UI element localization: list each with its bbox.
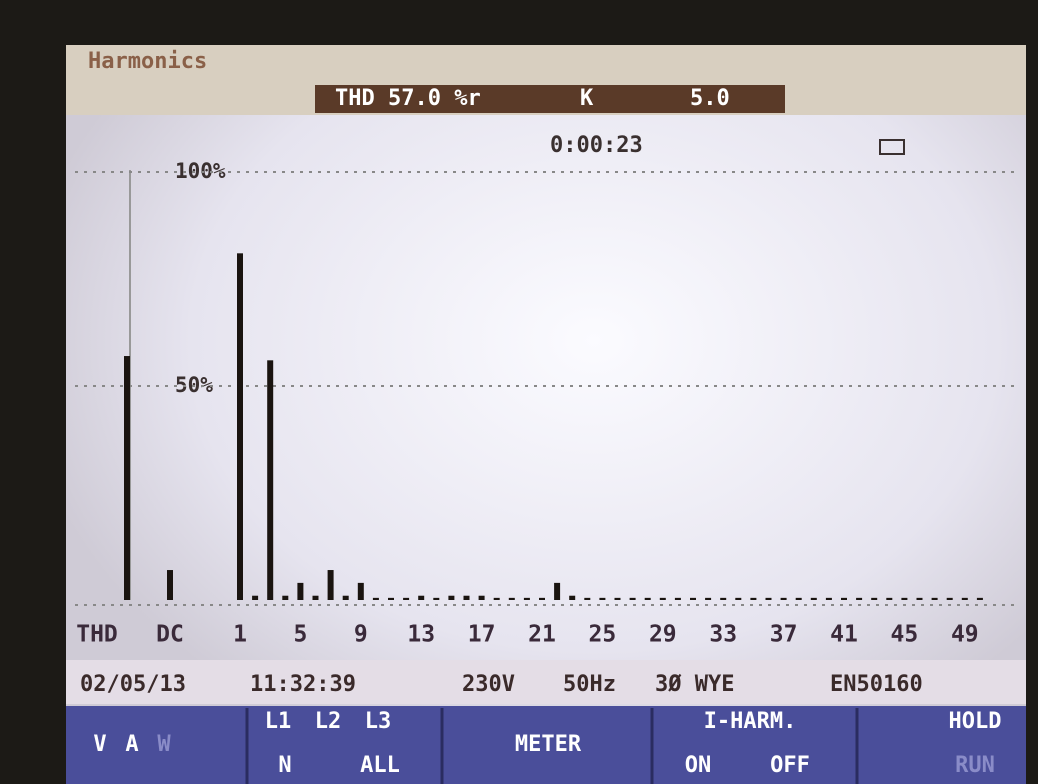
softkey-label[interactable]: RUN bbox=[955, 753, 995, 778]
k-label: K bbox=[580, 86, 594, 111]
softkey-label[interactable]: L2 bbox=[315, 709, 342, 734]
x-tick-label: 21 bbox=[528, 622, 556, 648]
bar bbox=[448, 596, 454, 600]
softkey-label[interactable]: OFF bbox=[770, 753, 810, 778]
config: 3Ø WYE bbox=[655, 672, 734, 697]
bar bbox=[977, 598, 983, 600]
bar bbox=[750, 598, 756, 600]
bar bbox=[433, 598, 439, 600]
bar bbox=[343, 596, 349, 600]
softkey-label[interactable]: L1 bbox=[265, 709, 292, 734]
bar bbox=[358, 583, 364, 600]
bar bbox=[282, 596, 288, 600]
bar bbox=[599, 598, 605, 600]
bar bbox=[720, 598, 726, 600]
bar bbox=[267, 360, 273, 600]
x-tick-label: 41 bbox=[830, 622, 858, 648]
screen-photo: Harmonics THD 57.0 %r K 5.0 0:00:23 02/0… bbox=[0, 0, 1038, 784]
bar bbox=[297, 583, 303, 600]
x-tick-label: 45 bbox=[891, 622, 919, 648]
bar bbox=[237, 253, 243, 600]
bar bbox=[479, 596, 485, 600]
bar bbox=[328, 570, 334, 600]
bar bbox=[388, 598, 394, 600]
x-tick-label: 5 bbox=[293, 622, 307, 648]
time: 11:32:39 bbox=[250, 672, 356, 697]
x-tick-label: 1 bbox=[233, 622, 247, 648]
x-tick-label: 9 bbox=[354, 622, 368, 648]
bar bbox=[675, 598, 681, 600]
bar bbox=[735, 598, 741, 600]
standard: EN50160 bbox=[830, 672, 923, 697]
bar bbox=[811, 598, 817, 600]
bar bbox=[781, 598, 787, 600]
bar bbox=[373, 598, 379, 600]
y-tick-label: 100% bbox=[175, 159, 226, 183]
screen-title: Harmonics bbox=[88, 49, 207, 74]
bar bbox=[313, 596, 319, 600]
x-tick-label: 29 bbox=[649, 622, 677, 648]
x-tick-label: DC bbox=[156, 622, 184, 648]
bar bbox=[766, 598, 772, 600]
frequency: 50Hz bbox=[563, 672, 616, 697]
bar bbox=[826, 598, 832, 600]
softkey-label[interactable]: V bbox=[93, 732, 106, 757]
page: {"header": {"title": "Harmonics", "thd":… bbox=[0, 0, 1038, 784]
bar bbox=[615, 598, 621, 600]
softkey-label[interactable]: ON bbox=[685, 753, 712, 778]
softkey-label[interactable]: ALL bbox=[360, 753, 400, 778]
bar bbox=[645, 598, 651, 600]
bar bbox=[901, 598, 907, 600]
k-value: 5.0 bbox=[690, 86, 730, 111]
x-tick-label: 49 bbox=[951, 622, 979, 648]
bar bbox=[932, 598, 938, 600]
date: 02/05/13 bbox=[80, 672, 186, 697]
bar bbox=[554, 583, 560, 600]
bar bbox=[124, 356, 130, 600]
bar bbox=[403, 598, 409, 600]
bar bbox=[660, 598, 666, 600]
timer: 0:00:23 bbox=[550, 133, 643, 158]
bar bbox=[886, 598, 892, 600]
softkey-label[interactable]: METER bbox=[515, 732, 582, 757]
bar bbox=[584, 598, 590, 600]
softkey-label[interactable]: L3 bbox=[365, 709, 392, 734]
bar bbox=[464, 596, 470, 600]
bar bbox=[917, 598, 923, 600]
x-tick-label: 33 bbox=[709, 622, 737, 648]
softkey-label[interactable]: W bbox=[157, 732, 171, 757]
softkey-label[interactable]: A bbox=[125, 732, 138, 757]
bar bbox=[856, 598, 862, 600]
bar bbox=[871, 598, 877, 600]
bar bbox=[841, 598, 847, 600]
x-tick-label: 13 bbox=[407, 622, 435, 648]
bar bbox=[705, 598, 711, 600]
bar bbox=[690, 598, 696, 600]
bar bbox=[418, 596, 424, 600]
bar bbox=[796, 598, 802, 600]
x-tick-label: 37 bbox=[770, 622, 798, 648]
x-tick-label: THD bbox=[76, 622, 118, 648]
bar bbox=[524, 598, 530, 600]
softkey-label[interactable]: HOLD bbox=[949, 709, 1002, 734]
bar bbox=[509, 598, 515, 600]
bar bbox=[252, 596, 258, 600]
bar bbox=[167, 570, 173, 600]
bar bbox=[962, 598, 968, 600]
bar bbox=[539, 598, 545, 600]
bar bbox=[947, 598, 953, 600]
thd-readout: THD 57.0 %r bbox=[335, 86, 481, 111]
bar bbox=[569, 596, 575, 600]
voltage: 230V bbox=[462, 672, 515, 697]
bar bbox=[494, 598, 500, 600]
softkey-label[interactable]: I-HARM. bbox=[704, 709, 797, 734]
softkey-label[interactable]: N bbox=[278, 753, 291, 778]
x-tick-label: 25 bbox=[589, 622, 617, 648]
x-tick-label: 17 bbox=[468, 622, 496, 648]
bar bbox=[630, 598, 636, 600]
